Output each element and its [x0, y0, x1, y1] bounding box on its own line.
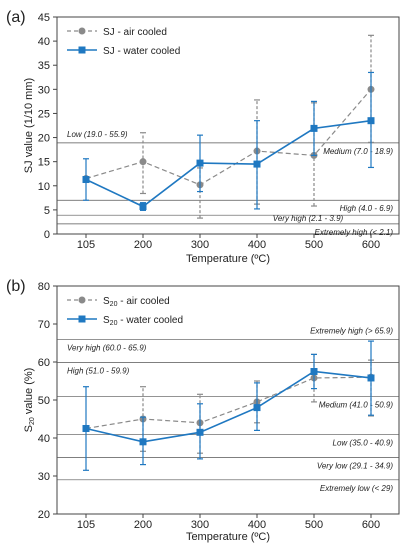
x-axis-label: Temperature (ºC): [186, 531, 270, 543]
y-tick-label: 5: [44, 205, 50, 217]
legend: SJ - air cooled SJ - water cooled: [67, 27, 180, 57]
y-axis-label: SJ value (1/10 mm): [23, 78, 35, 173]
data-point: [253, 404, 261, 412]
data-point: [139, 438, 147, 446]
y-tick-label: 30: [38, 84, 50, 96]
plot-frame: [56, 16, 400, 235]
legend-label: SJ - air cooled: [103, 27, 167, 38]
panel-label: (b): [6, 278, 26, 295]
y-tick-label: 10: [38, 181, 50, 193]
panel-label: (a): [6, 9, 26, 26]
data-point: [196, 159, 204, 167]
x-tick-label: 105: [77, 239, 95, 251]
legend: S20 - air cooled S20 - water cooled: [67, 296, 183, 327]
legend-label: S20 - air cooled: [103, 296, 170, 308]
zone-label: Very high (2.1 - 3.9): [273, 214, 344, 223]
y-tick-label: 40: [38, 433, 50, 445]
x-tick-label: 400: [248, 519, 266, 531]
x-tick-label: 300: [191, 519, 209, 531]
y-tick-label: 0: [44, 229, 50, 241]
y-tick-label: 15: [38, 157, 50, 169]
y-tick-label: 45: [38, 12, 50, 24]
y-tick-label: 60: [38, 357, 50, 369]
series-2: [82, 71, 375, 211]
legend-label: S20 - water cooled: [103, 315, 183, 327]
x-tick-label: 200: [134, 239, 152, 251]
zone-label: Low (35.0 - 40.9): [333, 439, 394, 448]
zone-label: High (4.0 - 6.9): [340, 204, 394, 213]
y-tick-label: 20: [38, 509, 50, 521]
zone-label: Medium (7.0 - 18.9): [323, 147, 393, 156]
x-tick-label: 200: [134, 519, 152, 531]
y-tick-label: 35: [38, 60, 50, 72]
chart-panel-2: (b) Extremely high (> 65.9) Very high (60.…: [6, 278, 400, 543]
data-point: [367, 374, 375, 382]
legend-marker: [78, 315, 86, 323]
legend-marker: [78, 296, 86, 304]
series-line: [85, 370, 372, 443]
x-tick-label: 500: [305, 239, 323, 251]
data-point: [82, 425, 90, 432]
data-point: [310, 124, 318, 132]
legend-label: SJ - water cooled: [103, 46, 180, 57]
data-point: [367, 117, 375, 125]
y-tick-label: 30: [38, 471, 50, 483]
zone-label: Extremely low (< 29): [320, 484, 393, 493]
data-point: [253, 160, 261, 168]
y-tick-label: 70: [38, 319, 50, 331]
data-point: [196, 428, 204, 436]
x-tick-label: 600: [362, 239, 380, 251]
y-tick-label: 20: [38, 133, 50, 145]
series-2: [82, 340, 375, 471]
x-tick-label: 400: [248, 239, 266, 251]
legend-marker: [78, 46, 86, 54]
zone-label: Low (19.0 - 55.9): [67, 130, 128, 139]
zone-label: Extremely high (> 65.9): [310, 327, 393, 336]
y-axis-label: S20 value (%): [23, 368, 36, 433]
y-tick-label: 80: [38, 281, 50, 293]
legend-marker: [78, 27, 86, 35]
zone-label: Very high (60.0 - 65.9): [67, 344, 147, 353]
data-point: [139, 203, 147, 211]
x-tick-label: 105: [77, 519, 95, 531]
zone-label: Very low (29.1 - 34.9): [317, 461, 394, 470]
zone-label: Medium (41.0 - 50.9): [319, 401, 394, 410]
x-axis-label: Temperature (ºC): [186, 253, 270, 265]
y-tick-label: 25: [38, 108, 50, 120]
y-tick-label: 40: [38, 36, 50, 48]
x-tick-label: 300: [191, 239, 209, 251]
series-line: [85, 88, 372, 186]
x-tick-label: 600: [362, 519, 380, 531]
series-line: [85, 119, 372, 208]
data-point: [82, 176, 90, 184]
y-tick-label: 50: [38, 395, 50, 407]
x-tick-label: 500: [305, 519, 323, 531]
series-line: [85, 376, 372, 430]
zone-label: High (51.0 - 59.9): [67, 366, 130, 375]
data-point: [139, 158, 147, 166]
chart-panel-1: (a) Low (19.0 - 55.9) Medium (7.0 - 18.9) H…: [6, 9, 400, 265]
data-point: [310, 368, 318, 375]
zone-label: Extremely high (< 2.1): [315, 228, 394, 237]
